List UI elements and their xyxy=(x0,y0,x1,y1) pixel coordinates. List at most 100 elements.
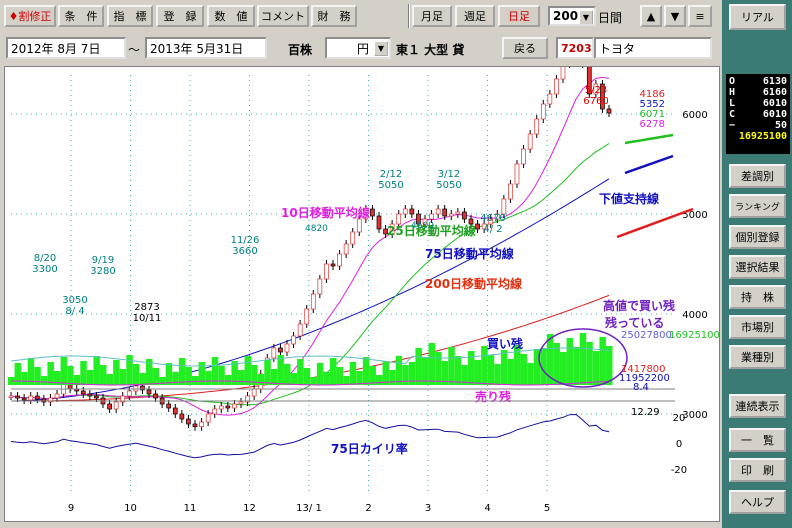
chart-svg[interactable]: 9 10 11 12 13/ 1 2 3 4 5 6000 5000 4000 3000 5/236760… xyxy=(5,34,720,521)
candle-up xyxy=(396,213,402,225)
register-button[interactable]: 登 録 xyxy=(156,5,204,27)
margin-buy-bar xyxy=(40,376,48,385)
scroll-up-button[interactable]: ▲ xyxy=(640,5,662,27)
candle-up xyxy=(560,63,566,80)
ohlc-row-volume: 16925100 xyxy=(738,131,787,142)
end-date-field[interactable]: 2013年 5月31日 xyxy=(145,37,267,59)
margin-buy-bar xyxy=(408,362,416,385)
candle-down xyxy=(416,213,421,225)
candle-up xyxy=(304,308,310,325)
candle-up xyxy=(363,208,369,220)
margin-buy-bar xyxy=(21,372,28,385)
candle-down xyxy=(15,395,20,399)
candle-up xyxy=(54,393,60,399)
margin-buy-label: 買い残 xyxy=(487,336,523,351)
candle-up xyxy=(494,213,500,220)
candle-up xyxy=(540,103,546,120)
monthly-button[interactable]: 月足 xyxy=(412,5,452,27)
margin-sell-label: 売り残 xyxy=(475,389,511,404)
comment-button[interactable]: コメント xyxy=(257,5,309,27)
margin-buy-bar xyxy=(303,368,311,385)
candle-down xyxy=(172,407,178,415)
up-arrow-icon: ▲ xyxy=(646,9,656,23)
numbers-button[interactable]: 数 値 xyxy=(207,5,255,27)
candle-up xyxy=(350,231,356,245)
candle-down xyxy=(21,397,27,401)
margin-buy-bar xyxy=(461,365,468,385)
candle-down xyxy=(409,208,415,215)
scroll-down-button[interactable]: ▼ xyxy=(664,5,686,27)
daily-button[interactable]: 日足 xyxy=(498,5,540,27)
weekly-button[interactable]: 週足 xyxy=(455,5,495,27)
high-value-label: 3660 xyxy=(232,246,257,257)
start-date-field[interactable]: 2012年 8月 7日 xyxy=(6,37,126,59)
price-annotation: 4600 xyxy=(411,221,434,231)
sidebar-item-individual-register[interactable]: 個別登録 xyxy=(729,225,786,249)
sidebar-item-market[interactable]: 市場別 xyxy=(729,315,786,339)
margin-buy-bar xyxy=(369,366,376,385)
sidebar-item-selection-result[interactable]: 選択結果 xyxy=(729,255,786,279)
sidebar-item-sa-chou[interactable]: 差調別 xyxy=(729,164,786,188)
high-value-label: 5050 xyxy=(436,180,461,191)
margin-buy-bar xyxy=(474,360,482,385)
ma200-label: 200日移動平均線 xyxy=(425,276,522,291)
help-button[interactable]: ヘルプ xyxy=(729,490,786,514)
margin-buy-bar xyxy=(586,342,593,385)
real-button[interactable]: リアル xyxy=(729,4,786,30)
chart-panel[interactable]: 9 10 11 12 13/ 1 2 3 4 5 6000 5000 4000 3000 5/23 6760… xyxy=(4,34,720,522)
deviation-label: 75日カイリ率 xyxy=(331,441,408,456)
sidebar-item-ranking[interactable]: ランキング xyxy=(729,194,786,218)
margin-buy-bar xyxy=(297,359,304,385)
margin-buy-bar xyxy=(553,343,560,385)
candle-down xyxy=(442,208,448,217)
candle-up xyxy=(554,78,559,95)
margin-buy-bar xyxy=(238,370,245,385)
margin-value-buy: 25027800 xyxy=(621,330,672,341)
high-date-label: 3/12 xyxy=(438,169,460,180)
menu-button[interactable]: ≡ xyxy=(688,5,712,27)
candle-down xyxy=(186,418,191,425)
high-value-label: 3300 xyxy=(32,264,57,275)
financial-button[interactable]: 財 務 xyxy=(311,5,357,27)
ohlc-row-open: O 6130 xyxy=(729,76,787,87)
candle-up xyxy=(521,148,526,165)
code-field[interactable]: 7203 xyxy=(556,37,594,59)
candle-down xyxy=(376,215,382,230)
currency-select[interactable]: 円 ▼ xyxy=(325,37,391,59)
sidebar-item-industry[interactable]: 業種別 xyxy=(729,345,786,369)
candle-up xyxy=(422,218,428,225)
high-value-label: 5050 xyxy=(378,180,403,191)
margin-buy-bar xyxy=(362,357,370,385)
day-count-select[interactable]: 200 ▼ xyxy=(548,6,596,26)
margin-buy-bar xyxy=(185,367,192,385)
unit-label: 百株 xyxy=(288,43,313,57)
print-button[interactable]: 印 刷 xyxy=(729,458,786,482)
margin-buy-bar xyxy=(454,356,462,385)
chevron-down-icon: ▼ xyxy=(579,10,593,24)
low-date-label: 10/11 xyxy=(133,313,162,324)
note-line-1: 高値で買い残 xyxy=(603,298,675,313)
condition-button[interactable]: 条 件 xyxy=(58,5,104,27)
sidebar-item-holdings[interactable]: 持 株 xyxy=(729,285,786,309)
candle-up xyxy=(251,388,257,397)
indicator-button[interactable]: 指 標 xyxy=(107,5,153,27)
candle-up xyxy=(547,93,553,105)
stock-name-field[interactable]: トヨタ xyxy=(594,37,712,59)
candle-up xyxy=(501,198,507,215)
candle-up xyxy=(291,335,296,345)
margin-buy-bar xyxy=(67,366,74,385)
deviation-tick-label: 0 xyxy=(676,439,682,450)
back-button[interactable]: 戻る xyxy=(502,37,548,59)
y-tick-label: 6000 xyxy=(682,110,707,121)
candle-down xyxy=(179,413,185,420)
margin-ratio-value: 8.4 xyxy=(633,382,649,393)
candle-up xyxy=(324,263,329,280)
toolbar-separator xyxy=(408,4,410,28)
continuous-display-button[interactable]: 連続表示 xyxy=(729,394,786,418)
candle-up xyxy=(448,213,454,217)
candle-up xyxy=(343,243,349,255)
margin-buy-bar xyxy=(435,352,442,385)
list-button[interactable]: 一 覧 xyxy=(729,428,786,452)
margin-buy-bar xyxy=(178,358,186,385)
split-adjust-button[interactable]: ♦割修正 xyxy=(4,5,56,27)
